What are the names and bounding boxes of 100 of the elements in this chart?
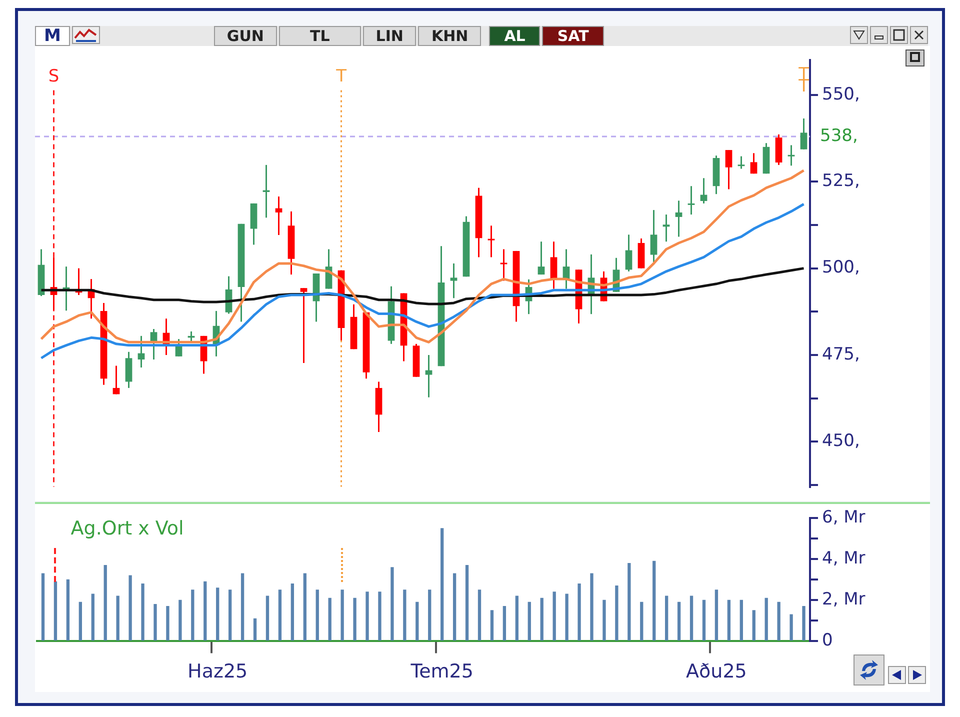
text: AL [489,26,540,46]
text: GUN [214,26,277,46]
bar [552,592,556,641]
bar [41,573,45,641]
candlestick [800,118,808,150]
bar [490,610,494,641]
bar [216,588,220,641]
bar [340,590,344,641]
bar [677,602,681,641]
candlestick [488,224,495,258]
bar [714,590,718,641]
x-tick-label: Aðu25 [686,660,747,683]
bar [178,600,182,641]
bar [353,598,356,641]
y-tick-label: 4, Mr [822,548,866,569]
bar [366,592,369,641]
annotation: T [335,66,348,87]
bar [378,592,382,641]
y-tick-label: 475, [822,344,860,364]
candlestick [538,240,545,276]
text: TL [278,26,361,46]
ref-line-label: 538, [820,126,858,146]
bar [690,596,694,641]
bar [278,590,282,641]
bar [166,606,170,641]
bar [515,596,518,641]
candlestick [300,287,308,364]
bar [416,602,419,641]
candlestick [700,177,708,204]
bar [390,567,394,641]
x-tick-label: Tem25 [410,660,474,683]
candlestick [688,185,695,216]
y-tick-label: 550, [822,84,860,104]
bar [428,590,432,641]
y-tick-label: 450, [822,431,860,452]
bar [640,602,644,641]
bar [727,600,731,641]
text: M [35,26,70,46]
candlestick [750,152,758,174]
bar [478,590,482,641]
bar [664,596,668,641]
bar [403,590,406,641]
bar [290,583,294,641]
bar [253,618,257,641]
bar [328,598,332,641]
bar [104,565,107,641]
bar [128,575,132,641]
bar [191,590,194,641]
y-tick-label: 525, [822,171,860,192]
bar [116,596,120,641]
bar [452,573,456,641]
bar [204,581,207,641]
bar [528,602,531,641]
candlestick [650,209,658,263]
bar [590,573,594,641]
candlestick [275,196,282,236]
bar [628,562,631,641]
bar [615,586,618,641]
candlestick [662,214,670,242]
bar [465,565,469,641]
candlestick [125,351,132,389]
bar [652,560,656,641]
bar [440,528,444,641]
bar [316,590,319,641]
candlestick [625,234,632,272]
candlestick [500,248,508,282]
candlestick [788,144,795,166]
y-tick-label: 2, Mr [822,590,866,610]
bar [702,600,706,641]
bar [802,606,806,641]
bar [141,583,144,641]
bar [266,596,270,641]
bar [54,581,58,641]
bar [66,579,70,641]
candlestick [550,240,558,290]
x-tick-label: Haz25 [188,660,248,683]
text: SAT [542,26,604,46]
bar [78,602,82,641]
candlestick [725,149,732,190]
candlestick [675,200,682,238]
annotation: S [48,66,60,87]
text: KHN [418,26,482,46]
bar [740,600,743,641]
candlestick [450,262,458,299]
bar [790,614,793,641]
candlestick [138,335,145,368]
bar [540,598,544,641]
annotation: Ag.Ort x Vol [70,518,184,540]
bar [764,598,768,641]
text: LIN [362,26,416,46]
y-tick-label: 6, Mr [822,508,866,528]
bar [91,594,94,641]
bar [602,600,606,641]
bar [752,610,756,641]
bar [578,583,581,641]
bar [502,606,506,641]
bar [228,590,232,641]
y-tick-label: 500, [822,258,860,278]
candlestick [112,365,120,395]
candlestick [425,354,432,398]
